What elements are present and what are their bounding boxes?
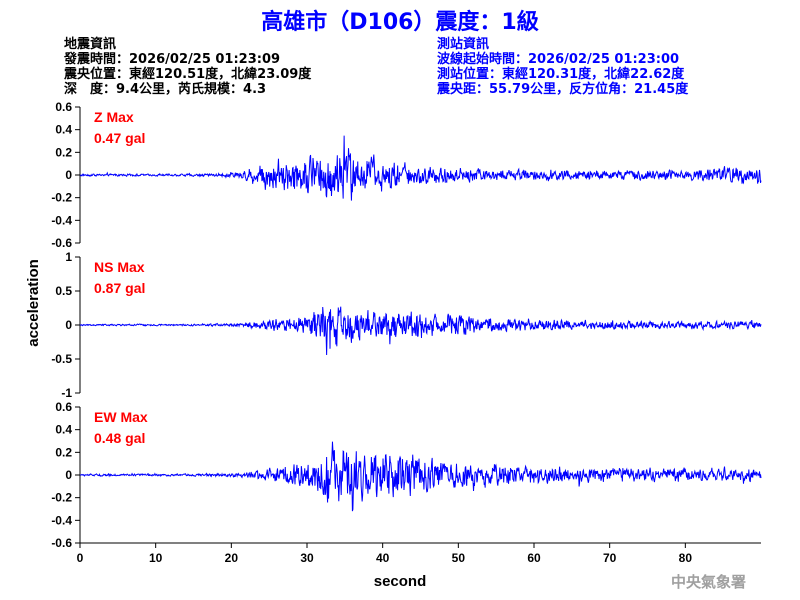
x-tick-label: 50 (452, 551, 466, 565)
y-tick-label: -0.5 (51, 352, 72, 366)
y-tick-label: 0 (65, 318, 72, 332)
agency-footer: 中央氣象署 (670, 573, 746, 591)
panel-ew: 0.6 0.4 0.2 0 -0.2 -0.4 -0.6 EW Max 0.48 gal (51, 400, 762, 550)
y-axis-title: acceleration (25, 259, 42, 347)
station-info: 測站資訊 波線起始時間：2026/02/25 01:23:00 測站位置：東經1… (437, 37, 688, 97)
y-tick-label: 0 (65, 168, 72, 182)
x-tick-label: 0 (77, 551, 84, 565)
component-label: Z Max (94, 109, 134, 125)
x-axis-title: second (374, 573, 427, 590)
y-tick-label: -0.6 (51, 536, 72, 550)
page-title: 高雄市（D106）震度：1級 (261, 10, 539, 35)
earthquake-info-heading: 地震資訊 (64, 37, 117, 52)
x-tick-label: 10 (149, 551, 163, 565)
component-label: EW Max (94, 409, 148, 425)
epicenter-location: 震央位置：東經120.51度，北緯23.09度 (64, 67, 312, 82)
y-tick-label: 0.4 (55, 423, 72, 437)
x-tick-label: 70 (603, 551, 617, 565)
x-tick-label: 40 (376, 551, 390, 565)
y-tick-label: 0.4 (55, 123, 72, 137)
y-tick-label: 0.6 (55, 400, 72, 414)
epicentral-distance: 震央距：55.79公里，反方位角：21.45度 (437, 82, 689, 97)
x-tick-label: 30 (300, 551, 314, 565)
y-tick-label: 1 (65, 250, 72, 264)
max-value-label: 0.47 gal (94, 130, 145, 146)
max-value-label: 0.48 gal (94, 430, 145, 446)
y-tick-label: -0.4 (51, 513, 72, 527)
y-tick-label: -0.6 (51, 236, 72, 250)
y-tick-label: 0.2 (55, 145, 72, 159)
y-tick-label: -1 (61, 386, 72, 400)
origin-time: 發震時間：2026/02/25 01:23:09 (64, 52, 281, 67)
y-tick-label: 0.6 (55, 100, 72, 114)
component-label: NS Max (94, 259, 145, 275)
x-tick-label: 20 (225, 551, 239, 565)
max-value-label: 0.87 gal (94, 280, 145, 296)
y-tick-label: -0.2 (51, 191, 72, 205)
waveform-start-time: 波線起始時間：2026/02/25 01:23:00 (437, 52, 680, 67)
y-tick-label: -0.4 (51, 213, 72, 227)
waveform-trace-z (79, 135, 762, 201)
waveform-trace-ns (79, 306, 762, 355)
y-tick-label: -0.2 (51, 491, 72, 505)
depth-magnitude: 深 度：9.4公里，芮氏規模：4.3 (64, 82, 267, 97)
station-location: 測站位置：東經120.31度，北緯22.62度 (437, 67, 685, 82)
panel-z: 0.6 0.4 0.2 0 -0.2 -0.4 -0.6 Z Max 0.47 gal (51, 100, 762, 250)
station-info-heading: 測站資訊 (437, 37, 490, 52)
waveform-trace-ew (79, 441, 762, 512)
y-tick-label: 0 (65, 468, 72, 482)
y-tick-label: 0.5 (55, 284, 72, 298)
x-tick-label: 60 (527, 551, 541, 565)
y-tick-label: 0.2 (55, 445, 72, 459)
x-tick-label: 80 (679, 551, 693, 565)
earthquake-info: 地震資訊 發震時間：2026/02/25 01:23:09 震央位置：東經120… (64, 37, 311, 97)
panel-ns: 1 0.5 0 -0.5 -1 NS Max 0.87 gal (51, 250, 762, 400)
